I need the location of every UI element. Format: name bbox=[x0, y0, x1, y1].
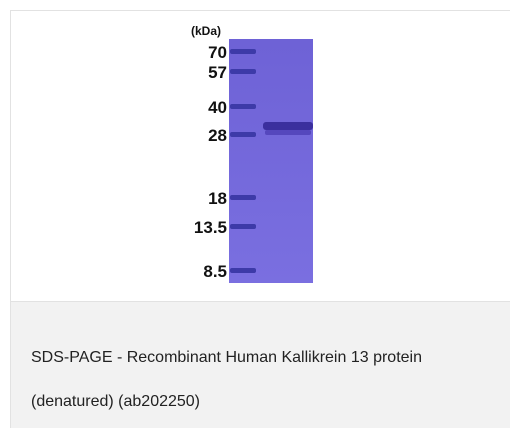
marker-label: 8.5 bbox=[203, 262, 227, 281]
page: (kDa) 7057 40 28 18 13.5 8.5 SDS-PAGE - Recom… bbox=[0, 0, 510, 428]
marker-label: 57 bbox=[208, 63, 227, 82]
protein-band-shadow bbox=[265, 130, 311, 135]
marker-label: 18 bbox=[208, 189, 227, 208]
ladder-band bbox=[230, 195, 256, 200]
ladder-band bbox=[230, 268, 256, 273]
ladder-band bbox=[230, 49, 256, 54]
marker-label: 70 bbox=[208, 43, 227, 62]
unit-label: (kDa) bbox=[191, 24, 221, 38]
ladder-band bbox=[230, 69, 256, 74]
marker-label: 13.5 bbox=[194, 218, 227, 237]
ladder-band bbox=[230, 132, 256, 137]
marker-label: 28 bbox=[208, 126, 227, 145]
marker-label: 40 bbox=[208, 98, 227, 117]
ladder-band bbox=[230, 104, 256, 109]
gel bbox=[229, 39, 313, 283]
caption: SDS-PAGE - Recombinant Human Kallikrein … bbox=[11, 301, 510, 428]
ladder-band bbox=[230, 224, 256, 229]
protein-band bbox=[263, 122, 313, 130]
